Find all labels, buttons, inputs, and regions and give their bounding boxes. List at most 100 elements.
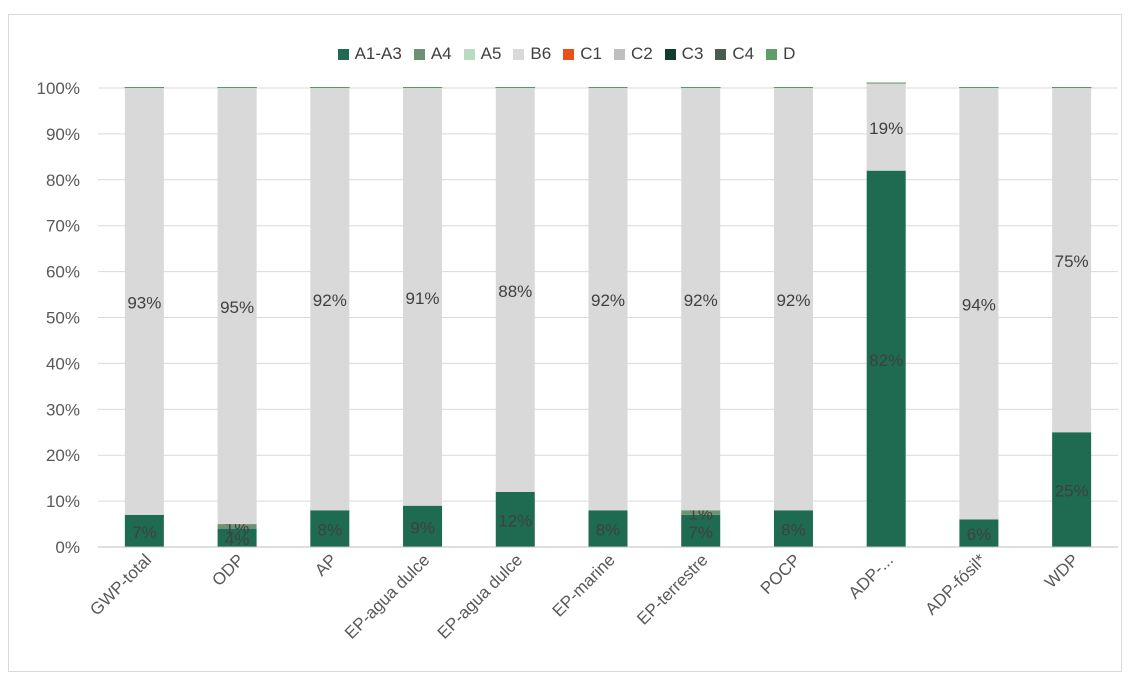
bar-segment-b6 xyxy=(681,88,721,511)
bar-segment-b6 xyxy=(959,88,999,520)
data-label: 25% xyxy=(1055,482,1089,501)
bar-segment-d xyxy=(866,82,906,84)
data-label: 6% xyxy=(967,525,992,544)
legend-item-a1-a3: A1-A3 xyxy=(337,44,402,64)
data-label: 7% xyxy=(132,523,157,542)
data-label: 92% xyxy=(684,291,718,310)
x-tick-label: ODP xyxy=(208,550,247,589)
y-tick-label: 20% xyxy=(46,446,80,465)
data-label: 7% xyxy=(688,523,713,542)
data-label: 95% xyxy=(220,298,254,317)
bar-segment-d xyxy=(1052,87,1092,88)
legend-swatch xyxy=(563,48,575,60)
legend-swatch xyxy=(337,48,349,60)
legend-label: A5 xyxy=(480,44,502,63)
legend-label: B6 xyxy=(530,44,552,63)
bar-segment-a4 xyxy=(681,510,721,515)
legend-label: C3 xyxy=(681,44,704,63)
bar-segment-b6 xyxy=(124,88,164,515)
x-tick-label: EP-terrestre xyxy=(633,550,711,628)
legend-item-c4: C4 xyxy=(715,44,754,64)
data-label: 8% xyxy=(596,521,621,540)
data-label: 91% xyxy=(406,289,440,308)
legend-label: C4 xyxy=(732,44,755,63)
y-tick-label: 50% xyxy=(46,309,80,328)
y-tick-label: 80% xyxy=(46,171,80,190)
bar-segment-a1-a3 xyxy=(773,510,813,547)
bar-segment-b6 xyxy=(403,88,443,506)
legend-item-b6: B6 xyxy=(513,44,551,64)
data-label: 9% xyxy=(410,518,435,537)
bar-segment-a1-a3 xyxy=(403,505,443,547)
bar-segment-b6 xyxy=(866,83,906,171)
legend-label: C1 xyxy=(580,44,602,63)
data-label: 75% xyxy=(1055,252,1089,271)
data-label: 8% xyxy=(781,521,806,540)
bar-segment-d xyxy=(773,87,813,88)
data-label: 4% xyxy=(225,530,250,549)
bar-segment-b6 xyxy=(310,88,350,511)
y-tick-label: 60% xyxy=(46,263,80,282)
legend-swatch xyxy=(766,48,778,60)
bar-segment-a1-a3 xyxy=(495,491,535,547)
data-label: 19% xyxy=(869,119,903,138)
bar-segment-a1-a3 xyxy=(217,528,257,547)
legend-swatch xyxy=(715,48,727,60)
bar-segment-b6 xyxy=(588,88,628,511)
bar-segment-b6 xyxy=(495,88,535,492)
data-label: 92% xyxy=(591,291,625,310)
bar-segment-a1-a3 xyxy=(310,510,350,547)
bar-segment-d xyxy=(588,87,628,88)
x-tick-label: GWP-total xyxy=(86,550,155,619)
chart-area xyxy=(8,14,1122,672)
bar-segment-d xyxy=(217,87,257,88)
y-tick-label: 100% xyxy=(37,79,80,98)
y-tick-label: 40% xyxy=(46,354,80,373)
data-label: 82% xyxy=(869,351,903,370)
legend-label: A4 xyxy=(430,44,452,63)
bar-segment-a1-a3 xyxy=(1052,432,1092,547)
x-tick-label: WDP xyxy=(1041,550,1082,591)
legend-label: A1-A3 xyxy=(354,44,402,63)
legend-swatch xyxy=(664,48,676,60)
x-tick-label: ADP-... xyxy=(845,550,897,602)
data-label: 92% xyxy=(313,291,347,310)
chart-legend: A1-A3 A4 A5 B6 C1 C2 C3 C4 D xyxy=(0,44,1133,64)
bar-segment-a4 xyxy=(217,524,257,529)
legend-swatch xyxy=(613,48,625,60)
x-tick-label: EP-agua dulce xyxy=(434,550,526,642)
legend-swatch xyxy=(413,48,425,60)
legend-item-c2: C2 xyxy=(613,44,653,64)
legend-label: C2 xyxy=(630,44,653,63)
legend-swatch xyxy=(513,48,525,60)
bar-segment-d xyxy=(681,87,721,88)
legend-label: D xyxy=(783,44,796,63)
bar-segment-a1-a3 xyxy=(124,514,164,547)
legend-item-a5: A5 xyxy=(463,44,502,64)
bar-segment-a1-a3 xyxy=(866,170,906,547)
bar-segment-d xyxy=(495,87,535,88)
bar-segment-a1-a3 xyxy=(681,514,721,547)
y-tick-label: 0% xyxy=(55,538,80,557)
bar-segment-d xyxy=(959,87,999,88)
x-tick-label: EP-agua dulce xyxy=(341,550,433,642)
bar-segment-a1-a3 xyxy=(588,510,628,547)
data-label: 93% xyxy=(127,293,161,312)
legend-item-d: D xyxy=(766,44,795,64)
y-tick-label: 90% xyxy=(46,125,80,144)
bar-segment-d xyxy=(124,87,164,88)
legend-item-c1: C1 xyxy=(563,44,602,64)
bar-segment-b6 xyxy=(217,88,257,525)
data-label: 88% xyxy=(498,282,532,301)
data-label: 94% xyxy=(962,296,996,315)
x-tick-label: ADP-fósil* xyxy=(922,550,990,618)
data-label: 8% xyxy=(318,521,343,540)
x-tick-label: EP-marine xyxy=(549,550,619,620)
bar-segment-b6 xyxy=(1052,88,1092,433)
y-tick-label: 70% xyxy=(46,217,80,236)
bar-segment-d xyxy=(403,87,443,88)
bar-segment-a1-a3 xyxy=(959,519,999,547)
legend-swatch xyxy=(463,48,475,60)
data-label: 92% xyxy=(776,291,810,310)
